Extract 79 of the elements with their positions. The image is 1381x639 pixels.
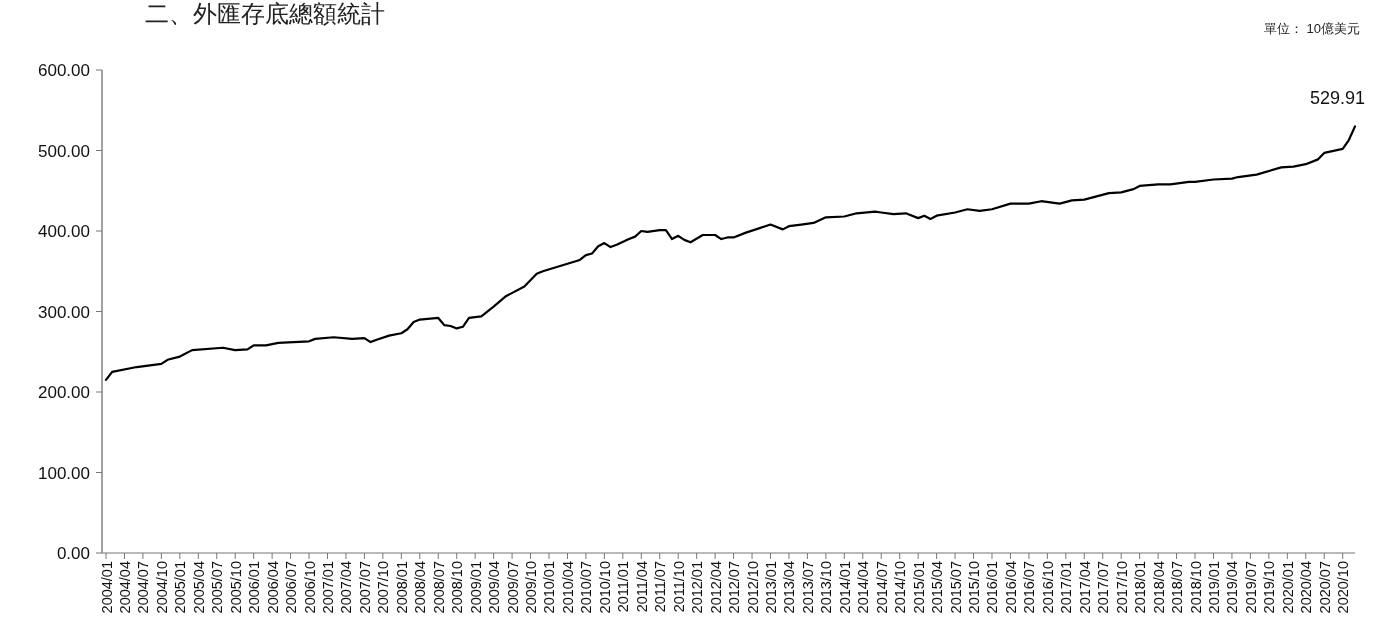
x-tick-label: 2017/10 xyxy=(1113,561,1130,614)
text: 單位： 10億美元 xyxy=(1263,21,1360,36)
x-tick-label: 2008/07 xyxy=(430,561,447,614)
x-tick-label: 2008/04 xyxy=(412,561,429,614)
y-tick-label: 500.00 xyxy=(38,141,90,161)
x-tick-label: 2011/01 xyxy=(615,561,632,613)
x-tick-label: 2004/10 xyxy=(153,561,170,614)
x-tick-label: 2012/07 xyxy=(726,561,743,614)
x-tick-label: 2014/10 xyxy=(892,561,909,614)
x-tick-label: 2005/07 xyxy=(209,561,226,614)
x-tick-label: 2006/01 xyxy=(246,561,263,614)
x-tick-label: 2015/01 xyxy=(910,561,927,614)
x-tick-label: 2020/04 xyxy=(1298,561,1315,614)
x-tick-label: 2020/01 xyxy=(1279,561,1296,614)
x-tick-label: 2006/04 xyxy=(264,561,281,614)
x-tick-label: 2010/01 xyxy=(541,561,558,614)
y-tick-label: 300.00 xyxy=(38,302,90,322)
x-tick-label: 2018/10 xyxy=(1187,561,1204,614)
x-tick-label: 2013/04 xyxy=(781,561,798,614)
x-tick-label: 2005/10 xyxy=(227,561,244,614)
x-tick-label: 2011/04 xyxy=(633,561,650,613)
x-tick-label: 2007/07 xyxy=(356,561,373,614)
x-tick-label: 2004/07 xyxy=(135,561,152,614)
x-tick-label: 2014/01 xyxy=(836,561,853,614)
x-tick-label: 2016/07 xyxy=(1021,561,1038,614)
x-tick-label: 2007/04 xyxy=(338,561,355,614)
x-tick-label: 2004/04 xyxy=(116,561,133,614)
x-tick-label: 2011/10 xyxy=(670,561,687,613)
x-tick-label: 2012/04 xyxy=(707,561,724,614)
x-tick-label: 2012/10 xyxy=(744,561,761,614)
line-series xyxy=(104,125,1357,382)
x-tick-label: 2010/07 xyxy=(578,561,595,614)
x-tick-label: 2020/10 xyxy=(1335,561,1352,614)
x-tick-label: 2020/07 xyxy=(1316,561,1333,614)
x-tick-label: 2017/07 xyxy=(1095,561,1112,614)
x-tick-label: 2013/07 xyxy=(799,561,816,614)
x-tick-label: 2018/04 xyxy=(1150,561,1167,614)
x-tick-label: 2016/10 xyxy=(1039,561,1056,614)
x-tick-label: 2015/04 xyxy=(929,561,946,614)
x-tick-label: 2008/10 xyxy=(449,561,466,614)
y-tick-label: 0.00 xyxy=(56,544,90,563)
x-tick-label: 2009/07 xyxy=(504,561,521,614)
x-tick-label: 2017/01 xyxy=(1058,561,1075,614)
y-tick-label: 400.00 xyxy=(38,222,90,241)
x-tick-label: 2009/04 xyxy=(486,561,503,614)
x-tick-label: 2008/01 xyxy=(393,561,410,614)
chart-title: 二、外匯存底總額統計 xyxy=(145,0,385,27)
x-tick-label: 2004/01 xyxy=(98,561,115,614)
x-tick-label: 2006/07 xyxy=(283,561,300,614)
x-tick-label: 2015/07 xyxy=(947,561,964,614)
x-tick-label: 2019/10 xyxy=(1261,561,1278,614)
x-tick-label: 2013/01 xyxy=(762,561,779,614)
x-tick-label: 2011/07 xyxy=(652,561,669,613)
x-tick-label: 2016/04 xyxy=(1002,561,1019,614)
x-tick-label: 2018/01 xyxy=(1132,561,1149,614)
y-tick-label: 100.00 xyxy=(38,463,90,483)
x-tick-label: 2019/01 xyxy=(1205,561,1222,614)
x-tick-label: 2018/07 xyxy=(1169,561,1186,614)
x-tick-label: 2019/07 xyxy=(1242,561,1259,614)
x-tick-label: 2016/01 xyxy=(984,561,1001,614)
x-tick-label: 2010/10 xyxy=(596,561,613,614)
x-tick-label: 2005/04 xyxy=(190,561,207,614)
x-tick-label: 2017/04 xyxy=(1076,561,1093,614)
x-tick-label: 2009/01 xyxy=(467,561,484,614)
x-tick-label: 2014/07 xyxy=(873,561,890,614)
x-tick-label: 2007/01 xyxy=(320,561,336,614)
x-tick-label: 2015/10 xyxy=(966,561,983,614)
y-tick-label: 200.00 xyxy=(38,383,90,402)
y-tick-label: 600.00 xyxy=(38,61,90,80)
x-tick-label: 2019/04 xyxy=(1224,561,1241,614)
x-tick-label: 2010/04 xyxy=(559,561,576,614)
x-tick-label: 2014/04 xyxy=(855,561,872,614)
x-tick-label: 2012/01 xyxy=(689,561,706,614)
x-tick-label: 2013/10 xyxy=(818,561,835,614)
x-tick-label: 2009/10 xyxy=(523,561,540,614)
x-tick-label: 2006/10 xyxy=(301,561,318,614)
x-tick-label: 2005/01 xyxy=(172,561,189,614)
x-tick-label: 2007/10 xyxy=(375,561,392,614)
annotation: 529.91 xyxy=(1309,88,1365,109)
